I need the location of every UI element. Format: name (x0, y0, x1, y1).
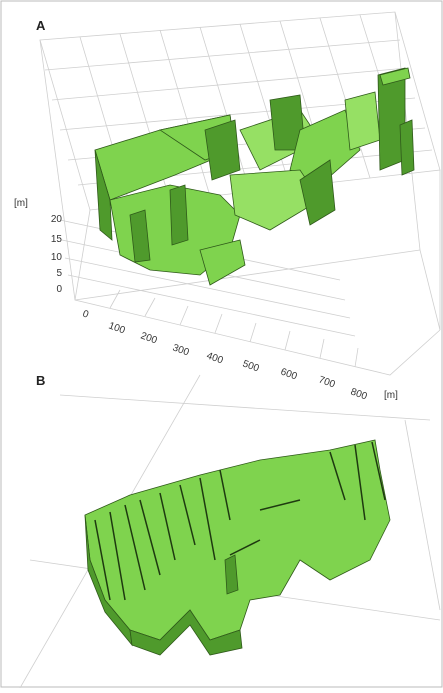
z-tick-label: 5 (56, 268, 62, 279)
z-axis-unit: [m] (14, 198, 28, 209)
z-tick-label: 0 (56, 284, 62, 295)
x-axis-unit: [m] (384, 390, 398, 401)
z-tick-label: 20 (51, 214, 63, 225)
panel-label: A (36, 18, 46, 33)
z-tick-label: 15 (51, 234, 63, 245)
z-tick-label: 10 (51, 252, 63, 263)
panel-label: B (36, 373, 45, 388)
figure: A [m] [m] 20151050 010020030040050060070… (0, 0, 443, 688)
